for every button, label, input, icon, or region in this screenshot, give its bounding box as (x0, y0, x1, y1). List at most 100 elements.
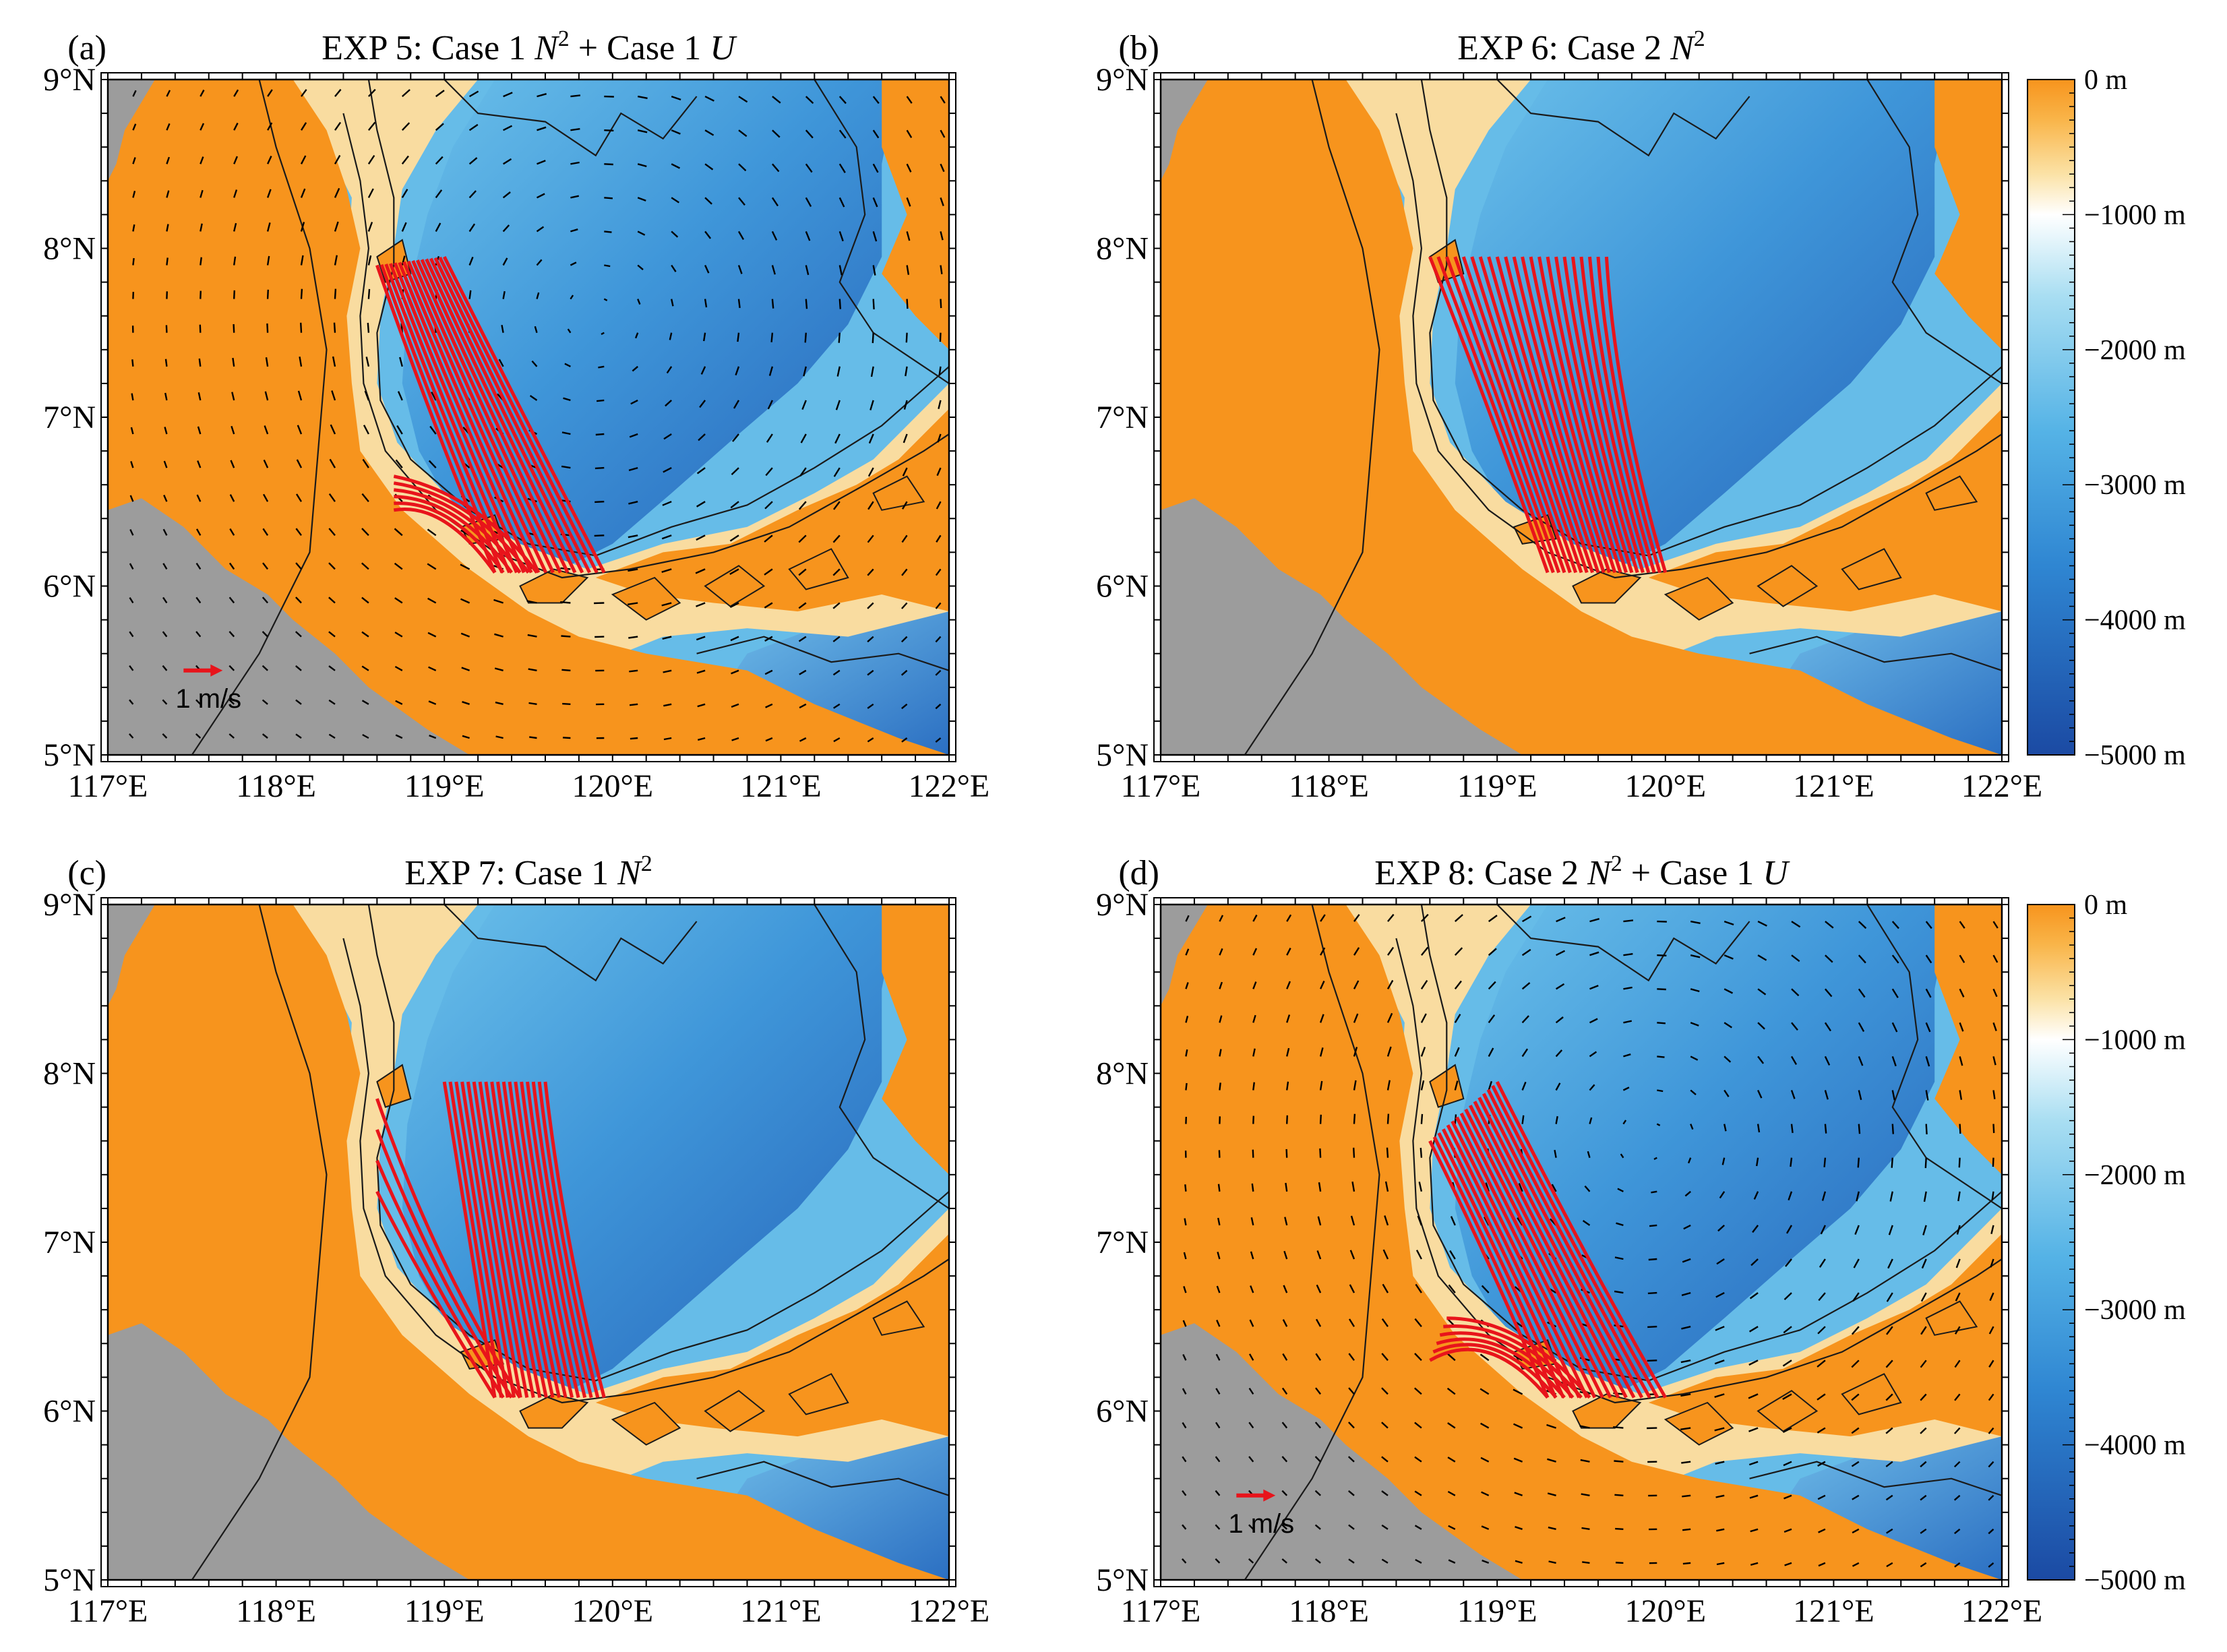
current-arrow (1959, 1124, 1961, 1134)
current-arrow (1684, 1190, 1691, 1197)
current-arrow (263, 459, 269, 468)
lon-tick-label: 118°E (1289, 1593, 1369, 1629)
current-arrow (428, 666, 437, 671)
current-arrow (1623, 1053, 1631, 1058)
colorbar-label: −3000 m (2084, 470, 2186, 501)
current-arrow (835, 400, 841, 410)
current-arrow (1281, 1421, 1288, 1429)
current-arrow (1824, 988, 1833, 998)
current-arrow (905, 366, 908, 377)
current-arrow (737, 299, 741, 309)
current-arrow (1414, 1353, 1422, 1362)
current-arrow (699, 400, 706, 408)
current-arrow (1488, 948, 1497, 956)
current-arrow (799, 737, 807, 742)
current-arrow (1992, 988, 1998, 998)
current-arrow (427, 528, 437, 537)
current-arrow (838, 197, 845, 208)
sulu-archipelago-shelf (595, 1233, 949, 1437)
current-arrow (300, 288, 303, 299)
colorbar-label: −4000 m (2084, 605, 2186, 636)
title-prefix: EXP 8: Case 2 (1374, 854, 1587, 892)
current-arrow (1448, 1284, 1456, 1293)
current-arrow (594, 534, 605, 537)
current-arrow (738, 129, 748, 137)
title-var-u: U (710, 29, 737, 67)
current-arrow (1954, 1427, 1961, 1434)
island (788, 548, 849, 590)
current-arrow (563, 397, 571, 402)
current-arrow (435, 90, 445, 98)
current-arrow (1420, 979, 1428, 989)
current-arrow (1925, 921, 1932, 929)
current-arrow (1988, 1461, 1994, 1468)
current-arrow (1925, 988, 1932, 998)
current-arrow (700, 366, 706, 375)
current-arrow (401, 255, 406, 266)
current-arrow (594, 501, 605, 503)
ray-path (508, 1081, 568, 1399)
lon-tick-label: 119°E (1457, 1593, 1537, 1629)
current-arrow (1283, 1250, 1288, 1260)
current-arrow (498, 359, 504, 367)
current-arrow (361, 631, 369, 638)
current-arrow (435, 156, 444, 165)
current-arrow (872, 332, 874, 344)
current-arrow (1481, 1491, 1490, 1496)
current-arrow (1749, 1494, 1759, 1499)
current-arrow (561, 465, 571, 469)
current-arrow (570, 128, 580, 131)
current-arrow (730, 501, 739, 509)
lon-tick-label: 117°E (68, 768, 148, 804)
lat-tick-label: 8°N (43, 1056, 96, 1092)
current-arrow (1620, 1153, 1624, 1159)
current-arrow (1414, 1525, 1422, 1530)
current-arrow (1750, 1528, 1759, 1533)
depth-contour (1496, 80, 1750, 157)
current-arrow (300, 255, 304, 266)
current-arrow (1485, 1182, 1490, 1192)
eastern-shelf (882, 905, 949, 1175)
current-arrow (295, 528, 302, 537)
current-arrow (1315, 1387, 1322, 1395)
current-arrow (936, 467, 942, 477)
current-arrow (401, 222, 407, 232)
current-arrow (195, 562, 202, 570)
current-arrow (1488, 981, 1496, 990)
ray-path (1451, 1120, 1589, 1399)
current-arrow (1386, 1012, 1393, 1023)
colorbar-b: 0 m −1000 m −2000 m −3000 m −4000 m −5000 m (2027, 65, 2186, 771)
current-arrow (1756, 1157, 1759, 1167)
current-arrow (1657, 1056, 1665, 1058)
current-arrow (1690, 954, 1701, 958)
current-arrow (1215, 1388, 1221, 1395)
current-arrow (536, 226, 545, 233)
current-arrow (334, 121, 342, 131)
lon-tick-label: 117°E (68, 1593, 148, 1629)
current-arrow (1681, 1326, 1691, 1330)
current-arrow (630, 737, 638, 740)
current-arrow (1555, 1082, 1561, 1091)
current-arrow (401, 155, 409, 165)
current-arrow (1920, 1326, 1927, 1335)
current-arrow (1281, 1387, 1288, 1395)
current-arrow (935, 737, 942, 743)
current-arrow (132, 190, 136, 198)
current-arrow (1215, 1456, 1221, 1463)
current-arrow (1614, 1290, 1624, 1294)
current-arrow (468, 157, 478, 165)
current-arrow (129, 563, 134, 570)
current-arrow (1248, 1353, 1254, 1361)
current-arrow (1885, 1461, 1893, 1467)
ray-path (1487, 256, 1589, 574)
lat-tick-label: 9°N (43, 887, 96, 923)
current-arrow (527, 634, 537, 638)
current-arrow (604, 231, 612, 233)
lat-tick-label: 7°N (43, 400, 96, 435)
lat-tick-label: 5°N (43, 737, 96, 773)
current-arrow (906, 96, 913, 104)
current-arrow (637, 129, 648, 133)
current-arrow (1690, 1056, 1699, 1061)
current-arrow (1215, 1524, 1221, 1530)
current-arrow (200, 123, 205, 131)
